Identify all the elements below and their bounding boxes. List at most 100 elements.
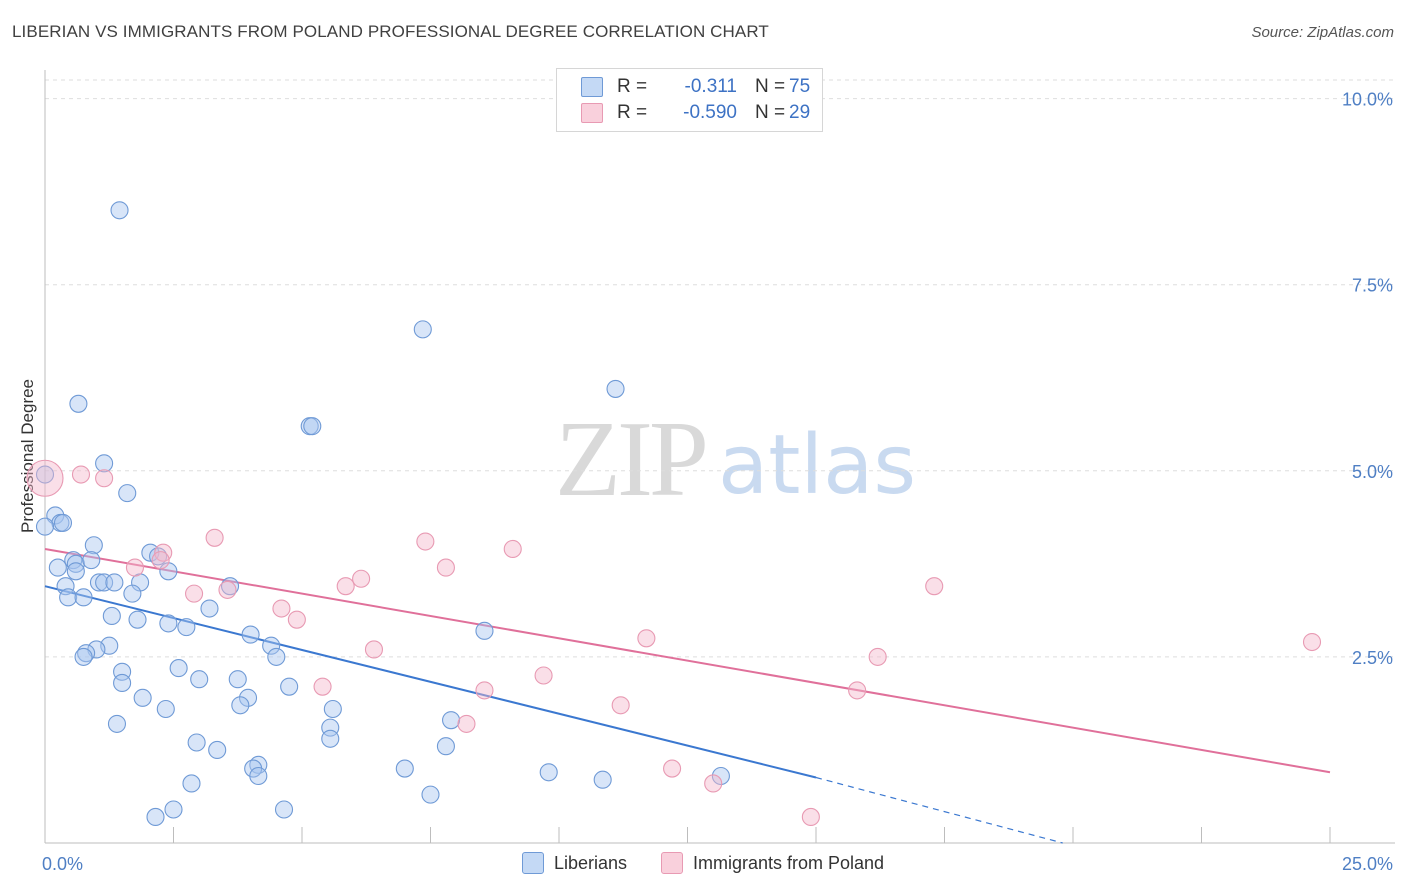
poland-point	[218, 580, 237, 599]
watermark-atlas: atlas	[718, 418, 917, 513]
liberian-point	[59, 588, 78, 607]
poland-point	[95, 469, 114, 488]
liberian-point	[56, 577, 75, 596]
poland-point	[185, 584, 204, 603]
legend-swatch-pink	[660, 852, 683, 874]
poland-point	[457, 714, 476, 733]
liberian-point	[208, 740, 227, 760]
liberian-point	[182, 774, 201, 793]
poland-point	[364, 640, 384, 659]
poland-point	[637, 629, 656, 648]
liberian-point	[606, 379, 625, 398]
watermark-zip: ZIP	[555, 400, 709, 519]
liberian-point	[421, 785, 440, 804]
y-tick-label: 10.0%	[1342, 90, 1393, 110]
liberian-point	[274, 800, 294, 819]
poland-point	[475, 681, 494, 700]
poland-point	[352, 569, 371, 588]
poland-point	[801, 807, 820, 826]
trend-lines	[44, 547, 1331, 844]
poland-point	[71, 465, 91, 484]
liberian-point	[66, 562, 85, 581]
poland-point	[313, 677, 332, 696]
r-value: -0.590	[683, 102, 737, 123]
legend-row-liberians: R = -0.311 N = 75	[581, 74, 810, 100]
poland-point	[287, 610, 306, 629]
liberian-point	[436, 737, 455, 756]
liberian-point	[539, 763, 558, 782]
liberian-point	[48, 558, 67, 577]
liberian-point	[262, 636, 281, 655]
liberian-point	[442, 711, 461, 730]
liberian-point	[84, 536, 103, 555]
gridlines	[45, 79, 1395, 658]
poland-point	[125, 558, 144, 577]
tick-labels: 2.5% 5.0% 7.5% 10.0% 0.0% 25.0%	[42, 90, 1393, 874]
n-value: 29	[789, 102, 811, 123]
liberian-point	[241, 625, 260, 644]
poland-point	[336, 577, 355, 596]
liberian-point	[303, 417, 322, 436]
liberian-point	[413, 320, 432, 339]
liberian-point	[128, 610, 147, 629]
liberian-point	[159, 614, 178, 633]
x-tick-label: 0.0%	[42, 854, 83, 874]
liberian-point	[95, 454, 114, 473]
y-tick-label: 2.5%	[1352, 648, 1393, 668]
liberian-point	[113, 673, 132, 693]
x-tick-label: 25.0%	[1342, 854, 1393, 874]
liberian-point	[200, 599, 219, 618]
y-tick-label: 7.5%	[1352, 276, 1393, 296]
data-points	[26, 201, 1322, 826]
liberian-point	[169, 659, 188, 678]
liberian-point	[74, 588, 93, 607]
liberian-point	[89, 573, 109, 592]
liberian-point	[107, 714, 127, 733]
liberian-point	[475, 621, 494, 640]
liberian-point	[231, 696, 250, 715]
liberian-point	[190, 670, 209, 689]
poland-point	[1302, 632, 1322, 652]
legend-label: Immigrants from Poland	[692, 852, 885, 873]
poland-point	[925, 577, 944, 596]
poland-point	[416, 532, 435, 551]
liberian-point	[267, 647, 286, 666]
liberian-point	[156, 699, 175, 719]
r-value: -0.311	[684, 76, 737, 97]
liberian-point	[177, 618, 196, 637]
liberian-point	[280, 677, 299, 696]
liberian-point	[35, 517, 55, 536]
liberian-point	[321, 729, 340, 748]
liberian-point	[164, 800, 183, 819]
poland-point	[663, 759, 682, 778]
poland-point	[704, 774, 723, 793]
chart-title: LIBERIAN VS IMMIGRANTS FROM POLAND PROFE…	[12, 22, 769, 41]
legend-swatch-blue	[521, 852, 544, 874]
liberian-point	[249, 766, 268, 786]
poland-point	[503, 539, 522, 559]
legend-label: Liberians	[553, 852, 627, 873]
liberian-point	[82, 551, 101, 570]
n-label: N =	[755, 102, 786, 123]
poland-point	[848, 681, 867, 700]
n-value: 75	[789, 76, 811, 97]
source-label: Source: ZipAtlas.com	[1251, 24, 1394, 41]
poland-point	[26, 459, 64, 497]
liberian-point	[123, 584, 142, 603]
liberian-point	[593, 770, 612, 789]
poland-point	[151, 551, 170, 570]
liberian-point	[187, 733, 206, 752]
r-label: R =	[617, 102, 648, 123]
poland-point	[154, 543, 173, 562]
liberian-point	[395, 759, 414, 778]
poland-point	[534, 666, 553, 685]
liberian-point	[53, 513, 73, 532]
liberian-point	[35, 465, 55, 484]
liberian-point	[323, 699, 342, 719]
liberian-point	[69, 394, 88, 413]
liberian-point	[146, 807, 165, 826]
correlation-legend: R = -0.311 N = 75 R = -0.590 N = 29	[556, 68, 823, 132]
liberian-point	[95, 573, 114, 592]
liberian-point	[133, 688, 152, 707]
